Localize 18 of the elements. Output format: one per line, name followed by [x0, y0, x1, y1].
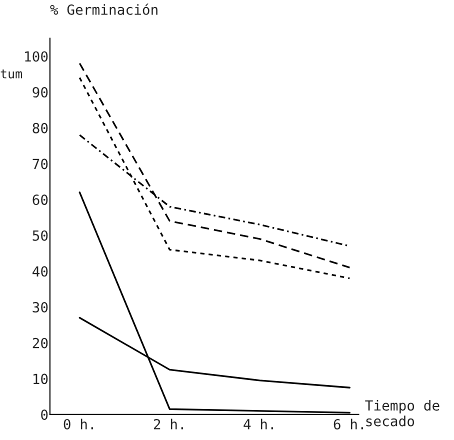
y-tick-label: 50: [32, 230, 48, 241]
y-tick-label: 30: [32, 302, 48, 313]
y-tick-label: 80: [32, 122, 48, 134]
y-tick-label: 90: [32, 87, 48, 98]
y-tick-label: 40: [32, 266, 48, 277]
y-tick-label: 70: [32, 158, 48, 170]
x-tick-label: 2 h.: [154, 418, 184, 430]
x-axis-title: Tiempo de secado: [365, 400, 440, 426]
y-tick-label: 10: [33, 374, 48, 384]
x-tick-label: 6 h.: [334, 418, 364, 430]
x-tick-label: 0 h.: [64, 418, 94, 430]
y-tick-label: 0: [41, 409, 48, 420]
y-tick-label: 100: [25, 51, 48, 62]
y-tick-label: 20: [32, 338, 48, 348]
y-tick-label: 60: [32, 194, 48, 206]
y-axis-title: % Germinación: [50, 4, 158, 15]
x-tick-label: 4 h.: [244, 418, 274, 430]
text: tum: [0, 70, 22, 78]
